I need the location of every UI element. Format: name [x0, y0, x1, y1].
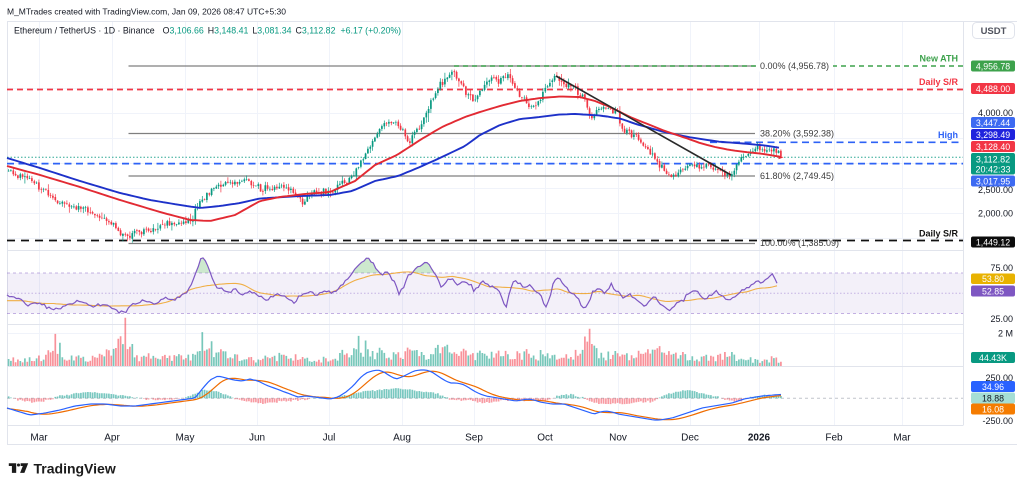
svg-text:Ethereum / TetherUS · 1D · Bin: Ethereum / TetherUS · 1D · Binance O3,106…	[14, 26, 401, 36]
svg-text:61.80% (2,749.45): 61.80% (2,749.45)	[760, 171, 834, 181]
svg-text:3,017.95: 3,017.95	[976, 176, 1010, 186]
svg-text:Aug: Aug	[393, 433, 411, 444]
svg-text:44.43K: 44.43K	[979, 353, 1007, 363]
svg-text:4,488.00: 4,488.00	[976, 84, 1010, 94]
svg-text:20:42:33: 20:42:33	[975, 164, 1010, 174]
svg-text:0.00% (4,956.78): 0.00% (4,956.78)	[760, 61, 829, 71]
svg-text:3,447.44: 3,447.44	[976, 118, 1010, 128]
svg-text:3,298.49: 3,298.49	[976, 130, 1010, 140]
svg-text:Oct: Oct	[537, 433, 553, 444]
svg-text:Mar: Mar	[893, 433, 911, 444]
svg-text:TradingView: TradingView	[34, 461, 116, 477]
svg-text:1,449.12: 1,449.12	[976, 237, 1010, 247]
svg-text:4,000.00: 4,000.00	[978, 108, 1013, 118]
svg-text:100.00% (1,385.09): 100.00% (1,385.09)	[760, 238, 839, 248]
svg-text:2,000.00: 2,000.00	[978, 208, 1013, 218]
svg-text:3,128.40: 3,128.40	[976, 142, 1010, 152]
svg-text:Nov: Nov	[609, 433, 627, 444]
svg-text:Jun: Jun	[249, 433, 265, 444]
svg-text:-250.00: -250.00	[982, 416, 1013, 426]
svg-text:250.00: 250.00	[985, 373, 1013, 383]
svg-text:2 M: 2 M	[998, 328, 1013, 338]
svg-text:Jul: Jul	[323, 433, 336, 444]
svg-text:Dec: Dec	[681, 433, 699, 444]
svg-text:3,112.82: 3,112.82	[976, 154, 1010, 164]
svg-text:Feb: Feb	[825, 433, 843, 444]
svg-text:2026: 2026	[748, 433, 771, 444]
svg-text:38.20% (3,592.38): 38.20% (3,592.38)	[760, 129, 834, 139]
svg-text:USDT: USDT	[981, 26, 1007, 37]
svg-text:34.96: 34.96	[982, 382, 1004, 392]
svg-text:25.00: 25.00	[990, 314, 1013, 324]
svg-text:Mar: Mar	[30, 433, 48, 444]
svg-text:4,956.78: 4,956.78	[976, 61, 1010, 71]
svg-text:Sep: Sep	[465, 433, 483, 444]
svg-text:2,500.00: 2,500.00	[978, 185, 1013, 195]
svg-text:Daily S/R: Daily S/R	[919, 77, 959, 87]
svg-text:16.08: 16.08	[982, 404, 1004, 414]
svg-text:53.80: 53.80	[982, 274, 1004, 284]
svg-text:High: High	[938, 130, 958, 140]
svg-text:75.00: 75.00	[990, 263, 1013, 273]
svg-text:18.88: 18.88	[982, 393, 1004, 403]
svg-text:52.85: 52.85	[982, 286, 1004, 296]
svg-text:Apr: Apr	[104, 433, 120, 444]
svg-text:M_MTrades created with Trading: M_MTrades created with TradingView.com, …	[7, 7, 286, 17]
svg-text:New ATH: New ATH	[919, 54, 958, 64]
svg-text:Daily S/R: Daily S/R	[919, 229, 959, 239]
svg-text:May: May	[176, 433, 195, 444]
